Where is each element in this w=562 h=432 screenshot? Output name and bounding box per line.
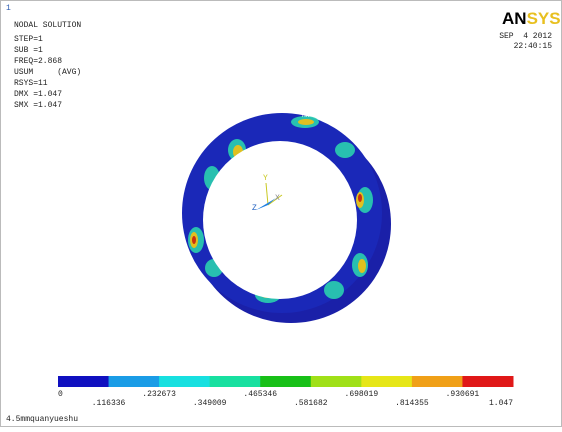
triad-z: Z [252, 204, 257, 213]
ansys-window: 1 ANSYS SEP 4 2012 22:40:15 MX MN Y Z X … [0, 0, 562, 427]
header-line: NODAL SOLUTION [14, 21, 81, 30]
header-line: DMX =1.047 [14, 90, 62, 99]
legend-label: .116336 [92, 399, 126, 408]
legend-swatch [159, 376, 210, 387]
legend-label: .581682 [294, 399, 328, 408]
legend-swatch [412, 376, 463, 387]
header-line: FREQ=2.868 [14, 57, 62, 66]
legend-swatch [260, 376, 311, 387]
legend-swatch [210, 376, 261, 387]
legend-label: .930691 [446, 390, 480, 399]
footer: 4.5mmquanyueshu [6, 415, 78, 424]
legend-label: 0 [58, 390, 63, 399]
header-line: SUB =1 [14, 46, 43, 55]
legend-swatch [462, 376, 513, 387]
time: 22:40:15 [514, 42, 553, 51]
max-label: MX [302, 112, 310, 119]
legend-label: .232673 [142, 390, 176, 399]
logo: ANSYS [502, 9, 561, 28]
date: SEP 4 2012 [499, 32, 552, 41]
min-label: MN [262, 150, 270, 157]
legend-swatch [109, 376, 160, 387]
logo-an: AN [502, 9, 527, 28]
logo-sys: SYS [527, 9, 561, 28]
window-number: 1 [6, 4, 11, 13]
legend-label: .465346 [243, 390, 277, 399]
legend-label: 1.047 [489, 399, 513, 408]
legend-swatch [58, 376, 109, 387]
legend-label: .349009 [193, 399, 227, 408]
page: 1 ANSYS SEP 4 2012 22:40:15 MX MN Y Z X … [0, 0, 562, 432]
legend-swatch [361, 376, 412, 387]
legend-label: .814355 [395, 399, 429, 408]
header-line: SMX =1.047 [14, 101, 62, 110]
legend-swatch [311, 376, 362, 387]
legend-label: .698019 [345, 390, 379, 399]
header-line: RSYS=11 [14, 79, 48, 88]
header-line: STEP=1 [14, 35, 43, 44]
triad-y: Y [263, 174, 268, 183]
triad-x: X [275, 194, 280, 203]
header-line: USUM (AVG) [14, 68, 81, 77]
